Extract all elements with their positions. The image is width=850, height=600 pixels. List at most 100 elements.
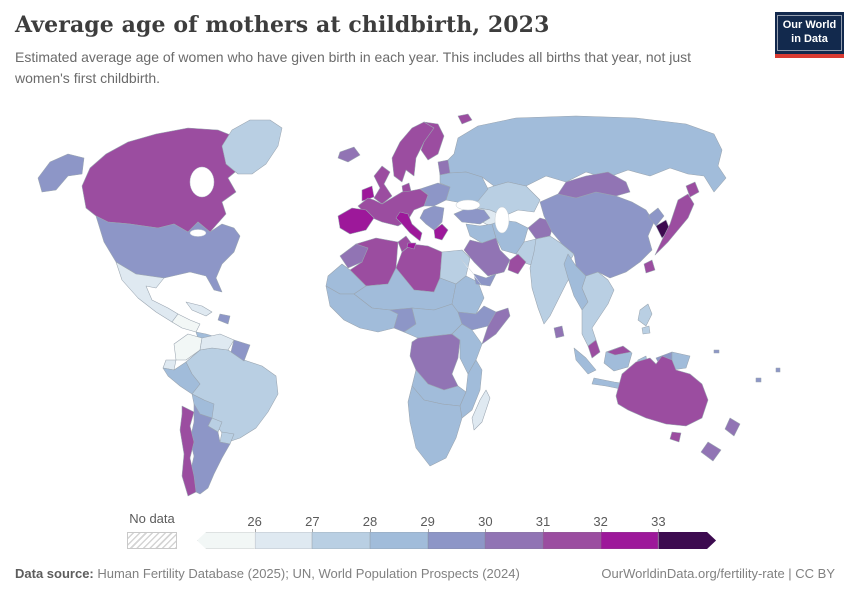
legend-segment[interactable] xyxy=(370,532,428,549)
map-region-iceland[interactable] xyxy=(337,146,361,163)
legend-segment[interactable] xyxy=(485,532,544,549)
map-region-baltics[interactable] xyxy=(437,159,451,176)
map-region-sri-lanka[interactable] xyxy=(553,325,565,339)
legend-tick-label: 30 xyxy=(478,514,493,529)
world-choropleth-map xyxy=(37,113,781,497)
footer-link[interactable]: OurWorldinData.org/fertility-rate | CC B… xyxy=(601,566,835,581)
map-region-yemen[interactable] xyxy=(473,273,497,287)
map-region-cuba[interactable] xyxy=(185,301,213,317)
map-region-indonesia[interactable] xyxy=(573,347,597,375)
legend-tick-mark xyxy=(485,529,487,533)
map-region-italy[interactable] xyxy=(395,211,423,242)
great-lakes xyxy=(189,229,207,237)
legend-tick-label: 29 xyxy=(420,514,435,529)
legend-tick-label: 31 xyxy=(535,514,551,529)
map-region-north-korea[interactable] xyxy=(647,207,665,227)
map-region-philippines[interactable] xyxy=(637,303,653,327)
map-region-pacific-islands[interactable] xyxy=(713,349,720,354)
map-region-ireland[interactable] xyxy=(361,185,375,202)
map-region-argentina[interactable] xyxy=(189,403,231,495)
map-region-india[interactable] xyxy=(529,235,575,325)
map-region-mongolia[interactable] xyxy=(557,171,631,199)
legend-color-bar xyxy=(197,532,716,549)
legend-tick-mark xyxy=(312,529,314,533)
map-region-tasmania[interactable] xyxy=(669,431,682,443)
map-region-new-zealand[interactable] xyxy=(724,417,741,437)
map-region-saudi-arabia[interactable] xyxy=(463,237,511,277)
map-region-australia[interactable] xyxy=(615,355,709,427)
legend-tick-mark xyxy=(254,529,256,533)
legend-bar-wrap: 26 27 28 29 30 31 32 33 xyxy=(197,511,716,549)
map-region-malaysia[interactable] xyxy=(606,345,632,356)
map-region-hispaniola[interactable] xyxy=(217,313,231,325)
legend-segment[interactable] xyxy=(312,532,371,549)
map-region-southern-africa[interactable] xyxy=(407,385,463,467)
map-region-iberia[interactable] xyxy=(337,207,375,235)
map-region-somalia[interactable] xyxy=(481,307,511,345)
map-region-taiwan[interactable] xyxy=(643,259,656,274)
owid-logo[interactable]: Our World in Data xyxy=(775,12,844,58)
red-sea xyxy=(459,257,483,287)
map-region-philippines[interactable] xyxy=(641,325,651,335)
data-source-text: Human Fertility Database (2025); UN, Wor… xyxy=(93,566,520,581)
data-source-label: Data source: xyxy=(15,566,94,581)
map-region-venezuela[interactable] xyxy=(199,333,235,351)
map-region-se-asia-mainland[interactable] xyxy=(581,271,615,347)
legend-segment[interactable] xyxy=(543,532,601,549)
map-region-greece[interactable] xyxy=(433,223,449,241)
legend-tick-mark xyxy=(370,529,371,533)
chart-subtitle: Estimated average age of women who have … xyxy=(15,49,692,86)
caspian-sea xyxy=(494,206,510,234)
owid-logo-text: Our World in Data xyxy=(776,15,843,51)
legend-tick-mark xyxy=(658,529,660,533)
legend-segment[interactable] xyxy=(427,532,486,549)
legend-segment[interactable] xyxy=(197,532,255,549)
map-region-malaysia[interactable] xyxy=(587,339,601,359)
legend-tick-label: 26 xyxy=(247,514,262,529)
map-region-balkans[interactable] xyxy=(419,205,445,231)
map-region-united-kingdom[interactable] xyxy=(373,165,393,205)
legend-tick-label: 33 xyxy=(651,514,666,529)
map-region-japan[interactable] xyxy=(685,181,700,198)
page-title: Average age of mothers at childbirth, 20… xyxy=(15,12,550,38)
map-region-canada[interactable] xyxy=(81,127,245,233)
legend-tick-label: 28 xyxy=(362,514,378,529)
map-region-russia[interactable] xyxy=(439,115,727,193)
legend-segment[interactable] xyxy=(658,532,716,549)
map-region-oman[interactable] xyxy=(507,253,527,275)
legend-no-data-label: No data xyxy=(129,511,175,526)
map-region-greenland[interactable] xyxy=(221,119,283,175)
map-region-svalbard[interactable] xyxy=(457,113,473,125)
map-region-peru[interactable] xyxy=(162,361,201,395)
map-region-new-zealand[interactable] xyxy=(700,441,722,462)
legend-tick-mark xyxy=(543,529,544,533)
chart-footer: Data source: Human Fertility Database (2… xyxy=(15,566,835,581)
black-sea xyxy=(455,199,481,211)
map-region-morocco[interactable] xyxy=(339,243,369,269)
data-source-note: Data source: Human Fertility Database (2… xyxy=(15,566,520,581)
map-region-guyanas[interactable] xyxy=(230,339,251,362)
map-region-pacific-islands[interactable] xyxy=(755,377,762,383)
legend-no-data-swatch[interactable] xyxy=(127,532,177,549)
map-region-mozambique-zimbabwe[interactable] xyxy=(459,359,483,419)
map-region-chile[interactable] xyxy=(179,405,197,497)
map-region-madagascar[interactable] xyxy=(471,389,491,431)
legend-tick-label: 27 xyxy=(305,514,320,529)
map-region-finland[interactable] xyxy=(420,121,445,161)
map-region-united-states-alaska[interactable] xyxy=(37,153,85,193)
legend-segment[interactable] xyxy=(600,532,659,549)
map-region-italy[interactable] xyxy=(406,242,417,250)
map-region-ukraine-belarus[interactable] xyxy=(439,171,489,204)
map-region-united-states[interactable] xyxy=(95,215,241,293)
map-region-pacific-islands[interactable] xyxy=(775,367,781,373)
legend-tick-mark xyxy=(427,529,429,533)
map-region-central-america[interactable] xyxy=(171,313,201,333)
legend-tick-label: 32 xyxy=(593,514,608,529)
hudson-bay xyxy=(189,166,215,198)
map-region-western-europe[interactable] xyxy=(357,188,429,227)
map-region-mexico[interactable] xyxy=(115,261,179,323)
legend-tick-mark xyxy=(600,529,602,533)
map-region-japan[interactable] xyxy=(654,193,695,256)
legend-segment[interactable] xyxy=(254,532,313,549)
